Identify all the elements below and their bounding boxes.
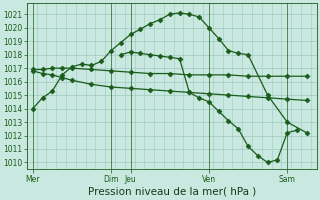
X-axis label: Pression niveau de la mer( hPa ): Pression niveau de la mer( hPa ): [88, 187, 256, 197]
